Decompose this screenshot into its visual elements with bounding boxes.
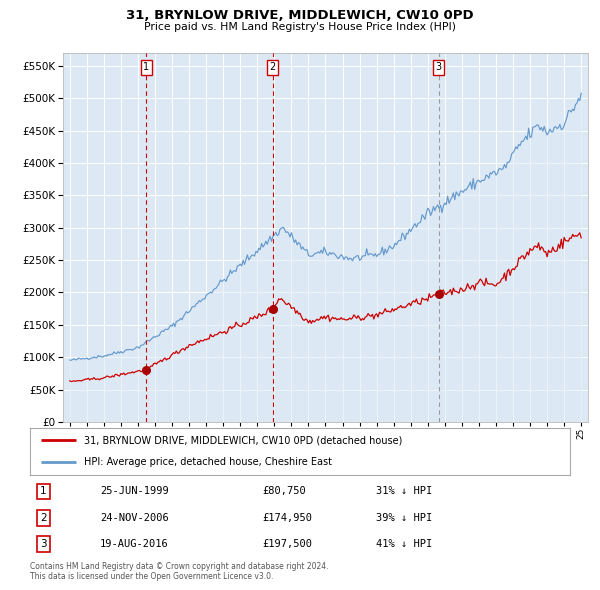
Text: 31, BRYNLOW DRIVE, MIDDLEWICH, CW10 0PD (detached house): 31, BRYNLOW DRIVE, MIDDLEWICH, CW10 0PD …: [84, 435, 403, 445]
Text: 24-NOV-2006: 24-NOV-2006: [100, 513, 169, 523]
Text: 31% ↓ HPI: 31% ↓ HPI: [376, 486, 432, 496]
Text: £174,950: £174,950: [262, 513, 312, 523]
Text: 39% ↓ HPI: 39% ↓ HPI: [376, 513, 432, 523]
Text: 31, BRYNLOW DRIVE, MIDDLEWICH, CW10 0PD: 31, BRYNLOW DRIVE, MIDDLEWICH, CW10 0PD: [126, 9, 474, 22]
Text: £197,500: £197,500: [262, 539, 312, 549]
Text: 2: 2: [40, 513, 47, 523]
Text: Price paid vs. HM Land Registry's House Price Index (HPI): Price paid vs. HM Land Registry's House …: [144, 22, 456, 32]
Text: 3: 3: [40, 539, 47, 549]
Text: 41% ↓ HPI: 41% ↓ HPI: [376, 539, 432, 549]
Text: HPI: Average price, detached house, Cheshire East: HPI: Average price, detached house, Ches…: [84, 457, 332, 467]
Text: 1: 1: [143, 63, 149, 73]
Text: 25-JUN-1999: 25-JUN-1999: [100, 486, 169, 496]
Text: 19-AUG-2016: 19-AUG-2016: [100, 539, 169, 549]
Text: 2: 2: [269, 63, 276, 73]
Text: £80,750: £80,750: [262, 486, 306, 496]
Text: 3: 3: [436, 63, 442, 73]
Text: Contains HM Land Registry data © Crown copyright and database right 2024.
This d: Contains HM Land Registry data © Crown c…: [30, 562, 329, 581]
Text: 1: 1: [40, 486, 47, 496]
